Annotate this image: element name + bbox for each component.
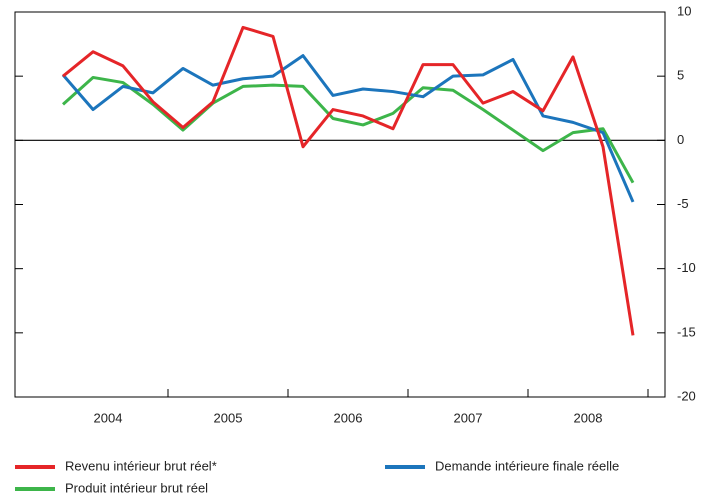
x-tick-label: 2007 [454,410,483,425]
legend-label: Revenu intérieur brut réel* [65,458,217,473]
x-tick-label: 2005 [214,410,243,425]
legend-label: Demande intérieure finale réelle [435,458,619,473]
y-tick-label: -20 [677,388,696,403]
series-line [61,75,635,184]
y-tick-label: -10 [677,260,696,275]
y-tick-label: 0 [677,132,684,147]
y-tick-label: -5 [677,196,689,211]
x-tick-label: 2004 [94,410,123,425]
series-line [61,54,635,203]
legend-label: Produit intérieur brut réel [65,480,208,495]
y-tick-label: 10 [677,3,691,18]
x-tick-label: 2006 [334,410,363,425]
y-tick-label: 5 [677,68,684,83]
series-line [62,25,635,336]
y-tick-label: -15 [677,324,696,339]
x-tick-label: 2008 [574,410,603,425]
